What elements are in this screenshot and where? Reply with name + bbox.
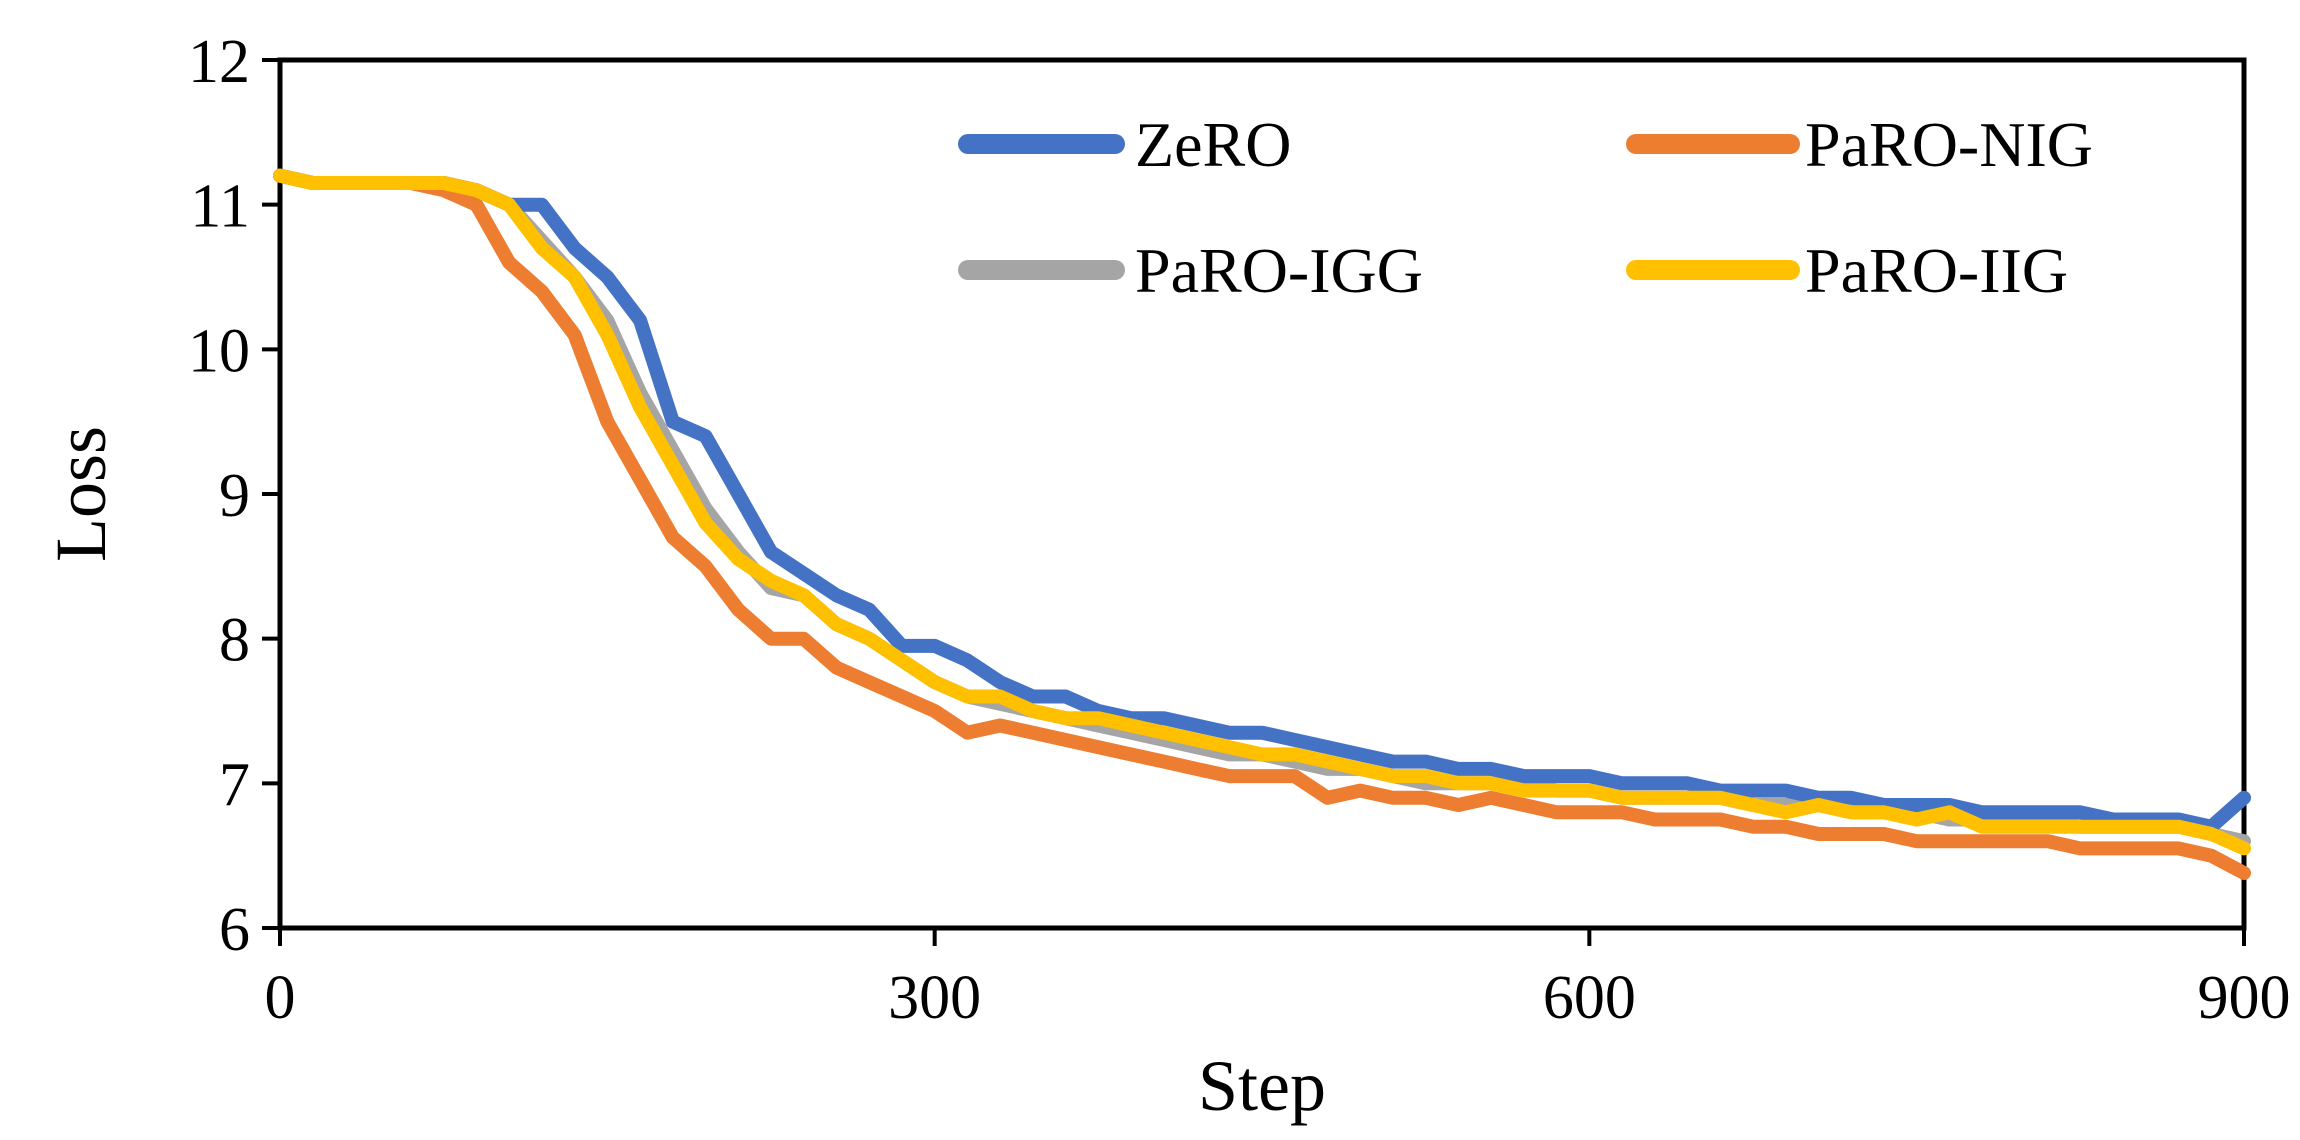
x-tick-label: 600 <box>1543 964 1636 1032</box>
legend-label-paro-nig: PaRO-NIG <box>1805 109 2093 180</box>
series-line-zero <box>273 168 2251 834</box>
y-axis-title: Loss <box>41 426 121 562</box>
legend: ZeRO PaRO-NIG PaRO-IGG PaRO-IIG <box>958 109 2093 306</box>
y-tick-label: 8 <box>219 607 250 675</box>
legend-label-zero: ZeRO <box>1135 109 1291 180</box>
x-tick-label: 300 <box>888 964 981 1032</box>
y-axis: 6 7 8 9 10 11 12 <box>188 28 280 964</box>
x-axis-title: Step <box>1198 1046 1326 1126</box>
x-tick-label: 900 <box>2198 964 2291 1032</box>
x-axis: 0 300 600 900 <box>265 928 2291 1032</box>
y-tick-label: 10 <box>188 317 250 385</box>
plot-frame <box>277 57 2247 931</box>
y-tick-label: 9 <box>219 462 250 530</box>
x-tick-label: 0 <box>265 964 296 1032</box>
series-line-paro-iig <box>273 168 2251 856</box>
y-tick-label: 11 <box>190 173 250 241</box>
y-tick-label: 12 <box>188 28 250 96</box>
series-line-paro-nig <box>273 168 2251 880</box>
series-lines <box>273 168 2251 880</box>
y-tick-label: 6 <box>219 896 250 964</box>
legend-label-paro-igg: PaRO-IGG <box>1135 235 1423 306</box>
y-tick-label: 7 <box>219 751 250 819</box>
legend-label-paro-iig: PaRO-IIG <box>1805 235 2068 306</box>
